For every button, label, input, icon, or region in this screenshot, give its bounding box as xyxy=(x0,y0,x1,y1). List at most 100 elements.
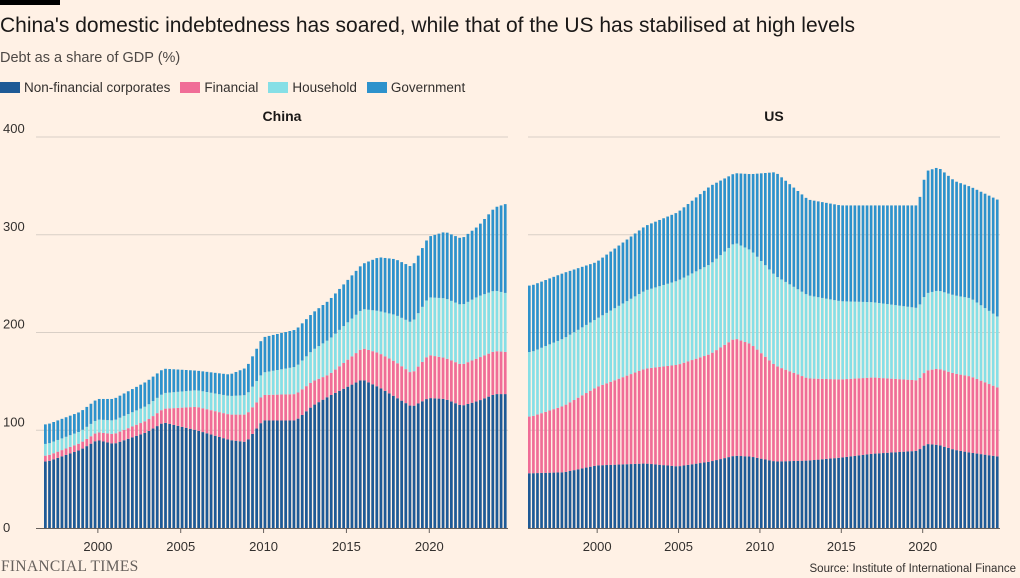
bar-segment xyxy=(768,269,771,361)
bar-segment xyxy=(820,459,824,528)
bar-segment xyxy=(466,403,470,528)
bar-segment xyxy=(346,322,350,360)
bar-segment xyxy=(702,190,706,268)
bar-segment xyxy=(255,348,259,382)
bar-segment xyxy=(483,218,486,295)
bar-segment xyxy=(633,463,637,528)
bar-segment xyxy=(707,461,710,528)
bar-segment xyxy=(218,394,221,413)
bar-segment xyxy=(694,463,698,528)
bar-segment xyxy=(568,334,572,403)
bar-segment xyxy=(820,378,824,460)
bar-segment xyxy=(122,415,126,430)
bar-segment xyxy=(947,293,950,372)
bar-segment xyxy=(321,343,325,378)
bar-segment xyxy=(593,388,596,466)
bar-segment xyxy=(454,362,457,404)
bar-segment xyxy=(601,465,604,528)
bar-segment xyxy=(60,450,64,457)
bar-segment xyxy=(396,363,399,399)
bar-segment xyxy=(263,372,267,395)
bar-segment xyxy=(690,360,694,465)
bar-segment xyxy=(400,262,404,318)
bar-segment xyxy=(776,173,779,278)
bar-segment xyxy=(201,391,205,409)
bar-segment xyxy=(641,227,645,292)
bar-segment xyxy=(247,439,250,528)
bar-segment xyxy=(110,443,114,528)
bar-segment xyxy=(833,458,836,528)
bar-segment xyxy=(44,455,47,462)
bar-segment xyxy=(147,430,151,528)
bar-segment xyxy=(495,290,499,352)
bar-segment xyxy=(625,464,629,528)
bar-segment xyxy=(450,401,453,528)
bar-segment xyxy=(135,410,138,425)
x-tick-label: 2020 xyxy=(908,539,937,554)
bar-segment xyxy=(654,221,657,288)
bar-segment xyxy=(967,297,971,377)
bar-segment xyxy=(833,204,836,301)
bar-segment xyxy=(776,461,779,528)
bar-segment xyxy=(564,471,568,528)
bar-segment xyxy=(934,290,938,369)
bar-segment xyxy=(176,369,180,392)
bar-segment xyxy=(674,281,678,365)
bar-segment xyxy=(548,410,552,473)
bar-segment xyxy=(329,372,333,395)
bar-segment xyxy=(853,205,857,302)
bar-segment xyxy=(379,388,383,528)
bar-segment xyxy=(544,346,547,412)
bar-segment xyxy=(375,386,379,528)
bar-segment xyxy=(882,205,885,304)
bar-segment xyxy=(164,392,167,409)
bar-segment xyxy=(400,317,404,367)
bar-segment xyxy=(735,455,739,528)
bar-segment xyxy=(865,302,869,378)
bar-segment xyxy=(118,431,122,442)
bar-segment xyxy=(751,252,755,347)
bar-segment xyxy=(313,404,317,528)
bar-segment xyxy=(646,368,649,464)
bar-segment xyxy=(780,177,783,280)
bar-segment xyxy=(698,194,702,270)
bar-segment xyxy=(151,416,155,429)
bar-segment xyxy=(106,442,109,528)
bar-segment xyxy=(841,301,844,380)
bar-segment xyxy=(650,223,653,289)
bar-segment xyxy=(242,395,246,415)
bar-segment xyxy=(572,332,576,401)
bar-segment xyxy=(433,297,437,357)
bar-segment xyxy=(226,439,230,528)
bar-segment xyxy=(346,359,350,387)
bar-segment xyxy=(971,453,975,528)
bar-segment xyxy=(180,426,184,528)
bar-segment xyxy=(77,450,80,528)
bar-segment xyxy=(991,197,995,314)
bar-segment xyxy=(764,356,767,460)
bar-segment xyxy=(609,310,613,382)
legend-swatch xyxy=(268,82,289,93)
bar-segment xyxy=(536,414,539,474)
bar-segment xyxy=(898,379,901,452)
bar-segment xyxy=(613,308,617,381)
bar-segment xyxy=(93,433,97,442)
bar-segment xyxy=(780,279,783,369)
bar-segment xyxy=(975,453,979,528)
bar-segment xyxy=(491,209,495,292)
bar-segment xyxy=(662,218,665,285)
bar-segment xyxy=(926,170,930,293)
bar-segment xyxy=(139,384,143,409)
bar-segment xyxy=(118,441,122,528)
bar-segment xyxy=(719,347,722,460)
bar-segment xyxy=(890,378,893,453)
bar-segment xyxy=(172,392,176,409)
bar-segment xyxy=(735,173,739,244)
bar-segment xyxy=(350,384,354,528)
x-tick-label: 2010 xyxy=(745,539,774,554)
bar-segment xyxy=(987,310,991,385)
bar-segment xyxy=(126,391,130,415)
bar-segment xyxy=(77,432,80,444)
bar-segment xyxy=(845,205,849,302)
bar-segment xyxy=(151,376,155,402)
